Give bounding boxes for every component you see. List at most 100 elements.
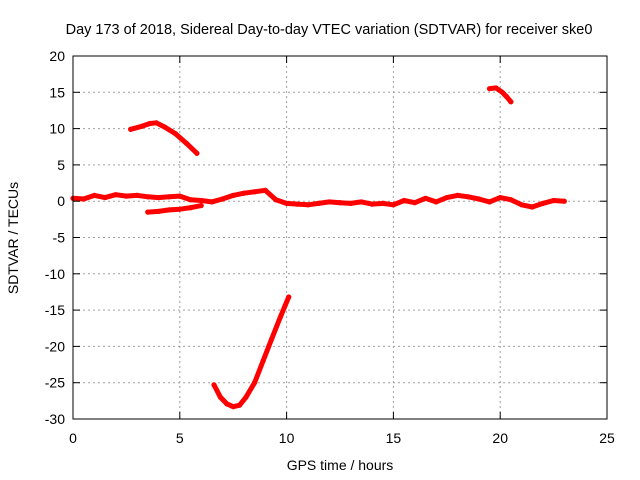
data-point xyxy=(286,294,292,300)
data-point xyxy=(337,200,343,206)
y-tick-label: -30 xyxy=(45,411,65,427)
data-point xyxy=(166,207,172,213)
data-point xyxy=(433,199,439,205)
data-point xyxy=(262,187,268,193)
data-point xyxy=(316,200,322,206)
data-point xyxy=(518,202,525,208)
x-tick-label: 25 xyxy=(599,430,615,446)
data-point xyxy=(358,199,364,205)
y-tick-label: 5 xyxy=(57,157,65,173)
data-point xyxy=(81,196,87,202)
data-point xyxy=(237,402,243,408)
data-point xyxy=(269,336,275,342)
data-point xyxy=(177,193,183,199)
data-point xyxy=(551,197,557,204)
data-point xyxy=(260,358,266,364)
data-point xyxy=(493,85,499,91)
data-point xyxy=(277,314,283,320)
x-tick-label: 20 xyxy=(492,430,508,446)
data-point xyxy=(162,124,168,130)
data-point xyxy=(198,202,204,209)
data-point xyxy=(497,194,503,201)
data-point xyxy=(454,192,461,198)
data-point xyxy=(326,199,332,205)
data-point xyxy=(177,206,183,212)
data-point xyxy=(251,380,258,386)
x-tick-label: 15 xyxy=(386,430,402,446)
data-point xyxy=(390,202,396,208)
data-point xyxy=(230,404,236,410)
data-point xyxy=(128,126,134,132)
data-point xyxy=(172,131,179,137)
tick-labels: 0 5 10 15 20 25 -30 -25 -20 -15 -10 -5 0 5 10 15 20 xyxy=(45,48,615,446)
data-point xyxy=(508,99,514,105)
data-point xyxy=(348,200,354,206)
data-point xyxy=(194,150,200,156)
data-point xyxy=(540,200,546,206)
y-tick-label: -5 xyxy=(53,230,66,246)
data-point xyxy=(138,123,144,130)
data-point xyxy=(209,199,215,205)
x-tick-label: 0 xyxy=(69,430,77,446)
y-tick-label: 0 xyxy=(57,193,65,209)
data-point xyxy=(305,202,311,208)
x-tick-label: 5 xyxy=(176,430,184,446)
data-point xyxy=(198,197,204,204)
y-tick-label: -25 xyxy=(45,375,65,391)
data-point xyxy=(145,209,151,215)
data-point xyxy=(166,194,172,200)
data-point xyxy=(183,140,189,146)
data-point xyxy=(134,192,140,198)
data-point xyxy=(465,194,471,200)
data-point xyxy=(123,193,129,199)
y-tick-label: -20 xyxy=(45,338,65,354)
data-point xyxy=(230,192,236,198)
data-point xyxy=(486,199,493,205)
chart-title: Day 173 of 2018, Sidereal Day-to-day VTE… xyxy=(66,22,593,38)
data-point xyxy=(243,394,249,400)
x-axis-label: GPS time / hours xyxy=(287,457,394,473)
data-point xyxy=(284,200,290,206)
data-point xyxy=(102,194,108,201)
data-point xyxy=(187,197,194,203)
data-point xyxy=(155,194,162,201)
plot-series xyxy=(70,85,567,410)
data-point xyxy=(91,192,97,198)
data-point xyxy=(273,197,279,203)
y-tick-label: -10 xyxy=(45,266,65,282)
data-point xyxy=(529,204,535,210)
data-point xyxy=(486,86,493,92)
x-tick-label: 10 xyxy=(279,430,295,446)
data-point xyxy=(153,120,159,126)
data-point xyxy=(444,194,450,201)
data-point xyxy=(217,394,223,400)
data-point xyxy=(476,196,482,202)
data-point xyxy=(251,189,258,195)
data-point xyxy=(211,382,217,388)
data-point xyxy=(219,196,226,202)
y-tick-label: -15 xyxy=(45,302,65,318)
y-axis-label: SDTVAR / TECUs xyxy=(5,182,21,294)
data-point xyxy=(113,192,119,198)
data-point xyxy=(422,195,429,201)
data-point xyxy=(241,190,247,196)
data-point xyxy=(294,201,300,207)
data-point xyxy=(155,208,162,214)
data-point xyxy=(504,94,510,100)
y-tick-label: 15 xyxy=(49,84,65,100)
data-point xyxy=(561,198,567,204)
data-point xyxy=(145,194,151,200)
data-point xyxy=(401,197,407,204)
data-point xyxy=(508,197,514,203)
data-point xyxy=(412,200,418,206)
y-tick-label: 20 xyxy=(49,48,65,64)
data-point xyxy=(380,200,386,206)
data-point xyxy=(147,120,153,127)
data-point xyxy=(224,401,230,407)
axes xyxy=(72,55,608,420)
data-point xyxy=(369,201,375,207)
data-point xyxy=(187,205,194,211)
y-tick-label: 10 xyxy=(49,121,65,137)
